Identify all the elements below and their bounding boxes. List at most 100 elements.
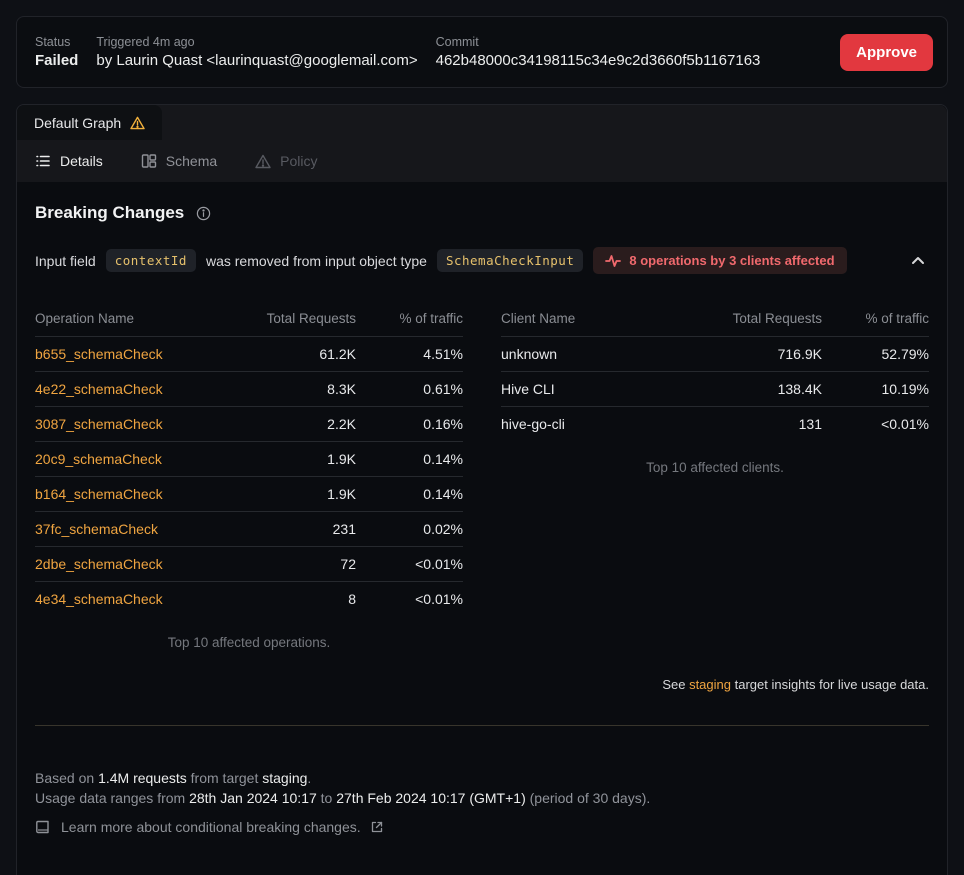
tab-policy[interactable]: Policy [255,153,318,169]
table-row: 3087_schemaCheck 2.2K 0.16% [35,406,463,442]
operation-link[interactable]: 4e34_schemaCheck [35,591,163,607]
tab-default-graph[interactable]: Default Graph [17,105,163,140]
client-name-cell: Hive CLI [501,371,698,407]
tab-details[interactable]: Details [35,153,103,169]
section-divider [35,725,929,726]
traffic-cell: <0.01% [355,546,463,582]
operation-link[interactable]: 20c9_schemaCheck [35,451,162,467]
insights-note-prefix: See [662,677,690,692]
traffic-cell: 10.19% [821,371,929,407]
breaking-change-row[interactable]: Input field contextId was removed from i… [35,247,929,274]
range-end-date: 27th Feb 2024 10:17 (GMT+1) [336,790,526,806]
table-row: Hive CLI 138.4K 10.19% [501,371,929,407]
table-row: 37fc_schemaCheck 231 0.02% [35,511,463,547]
traffic-cell: 0.02% [355,511,463,547]
traffic-cell: 0.14% [355,441,463,477]
total-requests-cell: 61.2K [231,336,356,372]
usage-summary: Based on 1.4M requests from target stagi… [35,768,929,808]
summary-text: Based on [35,770,99,786]
traffic-cell: 0.14% [355,476,463,512]
learn-more-link[interactable]: Learn more about conditional breaking ch… [35,819,929,835]
clients-table: Client Name Total Requests % of traffic … [501,300,929,441]
traffic-cell: 0.61% [355,371,463,407]
traffic-cell: <0.01% [821,406,929,441]
list-icon [35,153,51,169]
client-name-cell: hive-go-cli [501,406,698,441]
clients-table-caption: Top 10 affected clients. [646,460,784,475]
operations-table-wrap: Operation Name Total Requests % of traff… [35,300,463,650]
total-requests-cell: 72 [231,546,356,582]
status-value: Failed [35,52,79,69]
impact-badge: 8 operations by 3 clients affected [593,247,847,274]
total-requests-cell: 1.9K [231,476,356,512]
status-column: Status Failed [35,35,78,69]
summary-text: from target [186,770,263,786]
field-code-pill: contextId [105,249,196,272]
external-link-icon [371,821,383,833]
summary-text: (period of 30 days). [525,790,651,806]
summary-text: Usage data ranges from [35,790,190,806]
impact-badge-label: 8 operations by 3 clients affected [629,253,835,268]
table-row: b655_schemaCheck 61.2K 4.51% [35,336,463,372]
tabs-header: Default Graph [17,105,947,182]
info-circle-icon [196,206,211,221]
range-start-date: 28th Jan 2024 10:17 [189,790,317,806]
view-toolbar: Details Schema [17,140,947,182]
pulse-icon [605,254,622,268]
column-header: Client Name [501,311,576,326]
operations-table-caption: Top 10 affected operations. [167,635,331,650]
summary-text: to [316,790,337,806]
triggered-column: Triggered 4m ago by Laurin Quast <laurin… [96,35,417,69]
tab-policy-label: Policy [280,153,318,169]
table-row: 20c9_schemaCheck 1.9K 0.14% [35,441,463,477]
operation-link[interactable]: 37fc_schemaCheck [35,521,158,537]
operation-link[interactable]: 3087_schemaCheck [35,416,163,432]
table-row: hive-go-cli 131 <0.01% [501,406,929,441]
total-requests-cell: 231 [231,511,356,547]
operation-link[interactable]: 2dbe_schemaCheck [35,556,163,572]
operation-link[interactable]: 4e22_schemaCheck [35,381,163,397]
column-header: % of traffic [865,311,929,326]
clients-table-wrap: Client Name Total Requests % of traffic … [501,300,929,475]
usage-summary-line2: Usage data ranges from 28th Jan 2024 10:… [35,788,929,808]
graph-tab-label: Default Graph [34,114,122,131]
commit-column: Commit 462b48000c34198115c34e9c2d3660f5b… [436,35,761,69]
insights-note: See staging target insights for live usa… [35,677,929,692]
approve-button[interactable]: Approve [840,33,933,71]
warning-triangle-icon [130,116,145,130]
usage-summary-line1: Based on 1.4M requests from target stagi… [35,768,929,788]
traffic-cell: 52.79% [821,336,929,372]
column-header: Total Requests [266,311,356,326]
column-header: Operation Name [35,311,135,326]
operation-link[interactable]: b655_schemaCheck [35,346,163,362]
details-content: Breaking Changes Input field contextId w… [17,203,947,835]
change-text-middle: was removed from input object type [205,252,427,269]
operation-link[interactable]: b164_schemaCheck [35,486,163,502]
triggered-by-value: by Laurin Quast <laurinquast@googlemail.… [96,52,418,69]
requests-count: 1.4M requests [98,770,187,786]
column-header: Total Requests [732,311,822,326]
breaking-changes-header: Breaking Changes [35,203,929,223]
total-requests-cell: 131 [697,406,822,441]
operations-table: Operation Name Total Requests % of traff… [35,300,463,616]
learn-more-label: Learn more about conditional breaking ch… [61,819,361,835]
commit-hash: 462b48000c34198115c34e9c2d3660f5b1167163 [435,52,761,69]
insights-note-suffix: target insights for live usage data. [730,677,929,692]
clients-header-row: Client Name Total Requests % of traffic [501,300,929,337]
tab-details-label: Details [60,153,103,169]
book-icon [35,819,51,835]
collapse-change-button[interactable] [907,251,929,270]
change-text-prefix: Input field [35,252,96,269]
traffic-cell: <0.01% [355,581,463,616]
tab-schema[interactable]: Schema [141,153,217,169]
warning-triangle-icon [255,154,271,169]
chevron-up-icon [911,255,925,266]
table-row: 4e34_schemaCheck 8 <0.01% [35,581,463,616]
usage-tables: Operation Name Total Requests % of traff… [35,300,929,650]
table-row: 2dbe_schemaCheck 72 <0.01% [35,546,463,582]
client-name-cell: unknown [501,336,698,372]
target-name: staging [262,770,308,786]
commit-label: Commit [435,35,479,49]
staging-target-link[interactable]: staging [689,677,731,692]
total-requests-cell: 8.3K [231,371,356,407]
